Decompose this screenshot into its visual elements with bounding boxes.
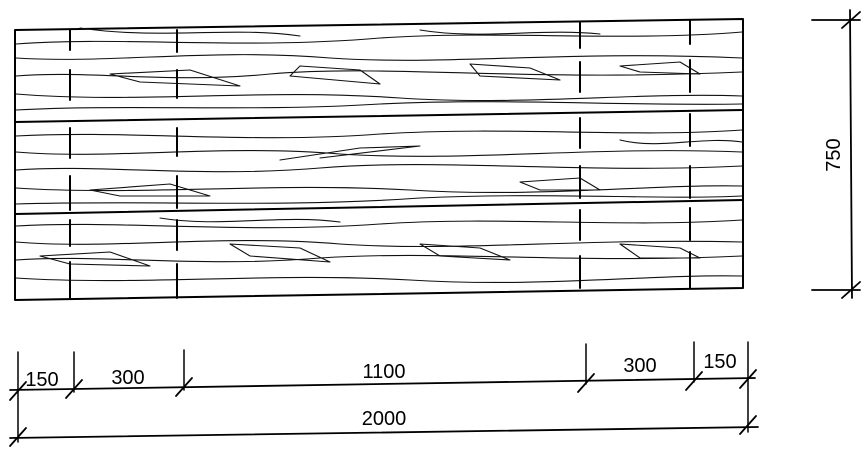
board-seam-1 <box>14 109 744 123</box>
dimension-label-center-span: 1100 <box>362 361 405 383</box>
tabletop-outline <box>14 18 744 301</box>
batten-lines <box>69 19 691 299</box>
wood-grain <box>15 27 743 284</box>
dimension-label-right-batten-gap: 300 <box>623 355 656 377</box>
overall-dimension-line <box>9 426 759 439</box>
segment-dimension-line <box>9 377 756 391</box>
board-seam-2 <box>14 199 744 215</box>
dimension-label-left-batten-gap: 300 <box>111 367 144 389</box>
dimension-label-left-overhang: 150 <box>25 369 58 391</box>
tabletop <box>14 18 744 301</box>
vertical-dimension <box>811 9 861 299</box>
dimension-label-height: 750 <box>823 138 845 171</box>
dimension-label-overall-width: 2000 <box>362 408 407 430</box>
dimension-label-right-overhang: 150 <box>703 351 736 373</box>
horizontal-dimensions <box>9 341 759 447</box>
